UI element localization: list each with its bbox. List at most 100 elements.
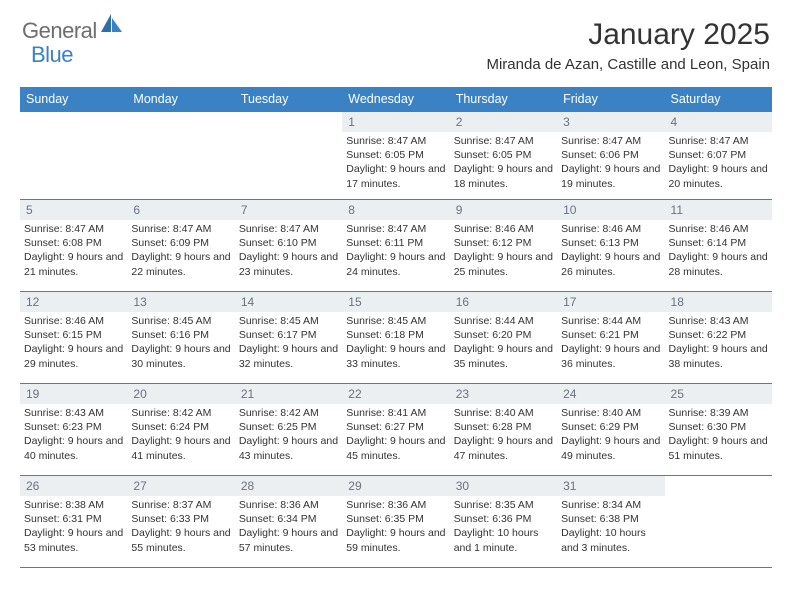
day-number: 10 [557, 200, 664, 220]
day-info: Sunrise: 8:37 AMSunset: 6:33 PMDaylight:… [127, 496, 234, 561]
day-number: 18 [665, 292, 772, 312]
day-info: Sunrise: 8:44 AMSunset: 6:20 PMDaylight:… [450, 312, 557, 377]
day-info: Sunrise: 8:40 AMSunset: 6:29 PMDaylight:… [557, 404, 664, 469]
day-number: 31 [557, 476, 664, 496]
calendar-cell: 24Sunrise: 8:40 AMSunset: 6:29 PMDayligh… [557, 384, 664, 476]
month-title: January 2025 [486, 18, 770, 52]
calendar-cell: 1Sunrise: 8:47 AMSunset: 6:05 PMDaylight… [342, 112, 449, 200]
day-number: 24 [557, 384, 664, 404]
calendar-cell: 19Sunrise: 8:43 AMSunset: 6:23 PMDayligh… [20, 384, 127, 476]
calendar-week-row: 1Sunrise: 8:47 AMSunset: 6:05 PMDaylight… [20, 112, 772, 200]
header: General January 2025 Miranda de Azan, Ca… [0, 0, 792, 79]
calendar-cell [235, 112, 342, 200]
title-block: January 2025 Miranda de Azan, Castille a… [486, 18, 770, 73]
day-number: 27 [127, 476, 234, 496]
day-number: 20 [127, 384, 234, 404]
logo-sail-icon [101, 14, 123, 37]
day-info: Sunrise: 8:46 AMSunset: 6:14 PMDaylight:… [665, 220, 772, 285]
calendar-cell: 4Sunrise: 8:47 AMSunset: 6:07 PMDaylight… [665, 112, 772, 200]
calendar-cell: 27Sunrise: 8:37 AMSunset: 6:33 PMDayligh… [127, 476, 234, 568]
day-number: 17 [557, 292, 664, 312]
day-info: Sunrise: 8:39 AMSunset: 6:30 PMDaylight:… [665, 404, 772, 469]
calendar-cell: 6Sunrise: 8:47 AMSunset: 6:09 PMDaylight… [127, 200, 234, 292]
day-number: 2 [450, 112, 557, 132]
day-number: 25 [665, 384, 772, 404]
day-info: Sunrise: 8:35 AMSunset: 6:36 PMDaylight:… [450, 496, 557, 561]
day-info: Sunrise: 8:45 AMSunset: 6:16 PMDaylight:… [127, 312, 234, 377]
calendar-cell: 15Sunrise: 8:45 AMSunset: 6:18 PMDayligh… [342, 292, 449, 384]
day-number: 7 [235, 200, 342, 220]
day-number: 30 [450, 476, 557, 496]
day-info: Sunrise: 8:47 AMSunset: 6:08 PMDaylight:… [20, 220, 127, 285]
calendar-week-row: 26Sunrise: 8:38 AMSunset: 6:31 PMDayligh… [20, 476, 772, 568]
day-number: 1 [342, 112, 449, 132]
day-info: Sunrise: 8:47 AMSunset: 6:06 PMDaylight:… [557, 132, 664, 197]
logo-text-2: Blue [31, 42, 73, 67]
calendar-week-row: 19Sunrise: 8:43 AMSunset: 6:23 PMDayligh… [20, 384, 772, 476]
calendar-cell: 31Sunrise: 8:34 AMSunset: 6:38 PMDayligh… [557, 476, 664, 568]
calendar-cell: 18Sunrise: 8:43 AMSunset: 6:22 PMDayligh… [665, 292, 772, 384]
day-number: 13 [127, 292, 234, 312]
day-info: Sunrise: 8:44 AMSunset: 6:21 PMDaylight:… [557, 312, 664, 377]
calendar-cell: 29Sunrise: 8:36 AMSunset: 6:35 PMDayligh… [342, 476, 449, 568]
calendar-cell: 22Sunrise: 8:41 AMSunset: 6:27 PMDayligh… [342, 384, 449, 476]
calendar-cell: 8Sunrise: 8:47 AMSunset: 6:11 PMDaylight… [342, 200, 449, 292]
calendar-cell [20, 112, 127, 200]
calendar-cell: 16Sunrise: 8:44 AMSunset: 6:20 PMDayligh… [450, 292, 557, 384]
calendar-cell: 25Sunrise: 8:39 AMSunset: 6:30 PMDayligh… [665, 384, 772, 476]
day-number: 15 [342, 292, 449, 312]
day-number: 6 [127, 200, 234, 220]
calendar-cell: 3Sunrise: 8:47 AMSunset: 6:06 PMDaylight… [557, 112, 664, 200]
calendar-cell: 23Sunrise: 8:40 AMSunset: 6:28 PMDayligh… [450, 384, 557, 476]
day-number: 19 [20, 384, 127, 404]
calendar-cell: 10Sunrise: 8:46 AMSunset: 6:13 PMDayligh… [557, 200, 664, 292]
day-info: Sunrise: 8:36 AMSunset: 6:34 PMDaylight:… [235, 496, 342, 561]
calendar-cell: 26Sunrise: 8:38 AMSunset: 6:31 PMDayligh… [20, 476, 127, 568]
day-number: 22 [342, 384, 449, 404]
day-info: Sunrise: 8:47 AMSunset: 6:05 PMDaylight:… [342, 132, 449, 197]
day-number: 3 [557, 112, 664, 132]
day-info: Sunrise: 8:40 AMSunset: 6:28 PMDaylight:… [450, 404, 557, 469]
day-number: 29 [342, 476, 449, 496]
day-number: 26 [20, 476, 127, 496]
logo-text-1: General [22, 18, 97, 44]
calendar-cell: 5Sunrise: 8:47 AMSunset: 6:08 PMDaylight… [20, 200, 127, 292]
day-info: Sunrise: 8:46 AMSunset: 6:12 PMDaylight:… [450, 220, 557, 285]
weekday-header: Friday [557, 87, 664, 112]
day-info: Sunrise: 8:38 AMSunset: 6:31 PMDaylight:… [20, 496, 127, 561]
day-info: Sunrise: 8:47 AMSunset: 6:11 PMDaylight:… [342, 220, 449, 285]
calendar-cell: 2Sunrise: 8:47 AMSunset: 6:05 PMDaylight… [450, 112, 557, 200]
day-info: Sunrise: 8:45 AMSunset: 6:17 PMDaylight:… [235, 312, 342, 377]
weekday-header: Wednesday [342, 87, 449, 112]
weekday-header: Thursday [450, 87, 557, 112]
day-number: 12 [20, 292, 127, 312]
day-info: Sunrise: 8:46 AMSunset: 6:13 PMDaylight:… [557, 220, 664, 285]
day-number: 5 [20, 200, 127, 220]
day-info: Sunrise: 8:46 AMSunset: 6:15 PMDaylight:… [20, 312, 127, 377]
day-number: 21 [235, 384, 342, 404]
day-info: Sunrise: 8:34 AMSunset: 6:38 PMDaylight:… [557, 496, 664, 561]
logo-text-2-wrap: Blue [32, 42, 73, 68]
calendar-cell: 20Sunrise: 8:42 AMSunset: 6:24 PMDayligh… [127, 384, 234, 476]
weekday-header: Monday [127, 87, 234, 112]
calendar-cell: 28Sunrise: 8:36 AMSunset: 6:34 PMDayligh… [235, 476, 342, 568]
day-info: Sunrise: 8:47 AMSunset: 6:10 PMDaylight:… [235, 220, 342, 285]
calendar-cell: 13Sunrise: 8:45 AMSunset: 6:16 PMDayligh… [127, 292, 234, 384]
calendar-cell: 21Sunrise: 8:42 AMSunset: 6:25 PMDayligh… [235, 384, 342, 476]
calendar-table: Sunday Monday Tuesday Wednesday Thursday… [20, 87, 772, 568]
day-number: 8 [342, 200, 449, 220]
calendar-cell: 9Sunrise: 8:46 AMSunset: 6:12 PMDaylight… [450, 200, 557, 292]
weekday-header: Tuesday [235, 87, 342, 112]
calendar-cell [127, 112, 234, 200]
calendar-cell: 30Sunrise: 8:35 AMSunset: 6:36 PMDayligh… [450, 476, 557, 568]
day-info: Sunrise: 8:42 AMSunset: 6:25 PMDaylight:… [235, 404, 342, 469]
day-number: 11 [665, 200, 772, 220]
day-number: 4 [665, 112, 772, 132]
calendar-week-row: 12Sunrise: 8:46 AMSunset: 6:15 PMDayligh… [20, 292, 772, 384]
day-info: Sunrise: 8:43 AMSunset: 6:22 PMDaylight:… [665, 312, 772, 377]
day-number: 14 [235, 292, 342, 312]
calendar-cell [665, 476, 772, 568]
day-info: Sunrise: 8:41 AMSunset: 6:27 PMDaylight:… [342, 404, 449, 469]
calendar-cell: 12Sunrise: 8:46 AMSunset: 6:15 PMDayligh… [20, 292, 127, 384]
day-info: Sunrise: 8:47 AMSunset: 6:05 PMDaylight:… [450, 132, 557, 197]
